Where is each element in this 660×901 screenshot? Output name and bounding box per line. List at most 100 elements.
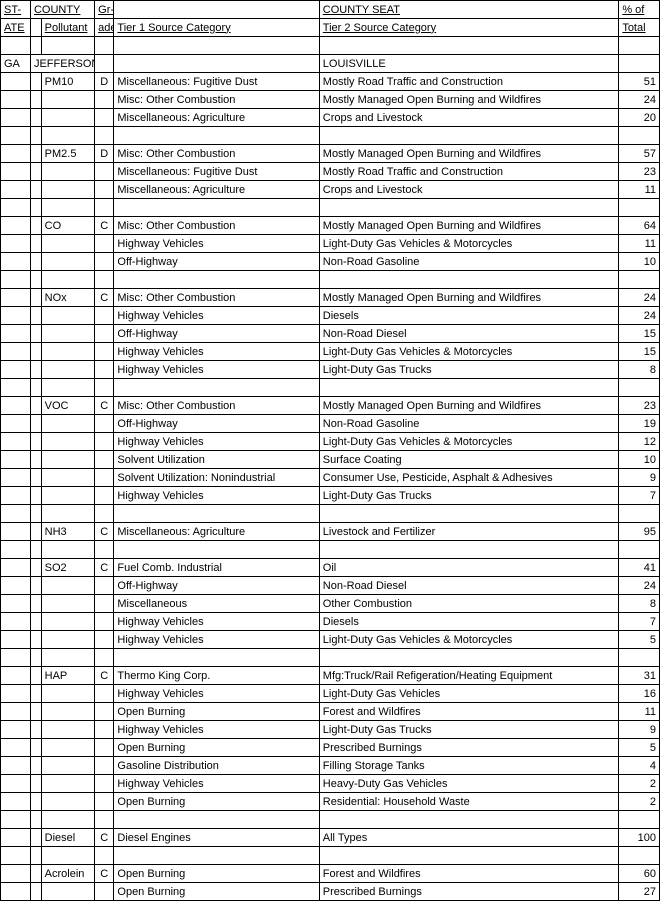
cell-pct: 24 xyxy=(619,307,660,325)
cell-pct: 23 xyxy=(619,163,660,181)
cell-pct: 9 xyxy=(619,721,660,739)
table-row xyxy=(1,541,660,559)
cell-tier2: Forest and Wildfires xyxy=(319,703,619,721)
table-row: Highway VehiclesLight-Duty Gas Vehicles … xyxy=(1,235,660,253)
cell-pct: 64 xyxy=(619,217,660,235)
cell-tier2: Non-Road Gasoline xyxy=(319,415,619,433)
cell-tier2: Mostly Road Traffic and Construction xyxy=(319,163,619,181)
cell-tier1: Thermo King Corp. xyxy=(114,667,319,685)
table-row xyxy=(1,811,660,829)
hdr-pct2: Total xyxy=(619,19,660,37)
cell-tier1: Off-Highway xyxy=(114,325,319,343)
table-row xyxy=(1,379,660,397)
cell-pct: 10 xyxy=(619,451,660,469)
cell-tier1: Highway Vehicles xyxy=(114,235,319,253)
cell-tier1: Fuel Comb. Industrial xyxy=(114,559,319,577)
table-row xyxy=(1,37,660,55)
cell-tier1: Misc: Other Combustion xyxy=(114,91,319,109)
cell-tier2: Crops and Livestock xyxy=(319,109,619,127)
cell-grade: C xyxy=(95,829,114,847)
cell-pct: 7 xyxy=(619,487,660,505)
cell-tier1: Miscellaneous: Agriculture xyxy=(114,523,319,541)
cell-grade: C xyxy=(95,559,114,577)
cell-tier2: Forest and Wildfires xyxy=(319,865,619,883)
table-row: SO2CFuel Comb. IndustrialOil41 xyxy=(1,559,660,577)
cell-pct: 11 xyxy=(619,703,660,721)
cell-tier2: Non-Road Diesel xyxy=(319,325,619,343)
cell-tier2: Light-Duty Gas Vehicles & Motorcycles xyxy=(319,343,619,361)
table-row: Miscellaneous: Fugitive DustMostly Road … xyxy=(1,163,660,181)
cell-tier1: Highway Vehicles xyxy=(114,307,319,325)
cell-pct: 7 xyxy=(619,613,660,631)
cell-tier1: Highway Vehicles xyxy=(114,433,319,451)
table-row: Misc: Other CombustionMostly Managed Ope… xyxy=(1,91,660,109)
cell-tier1: Open Burning xyxy=(114,865,319,883)
cell-tier1: Off-Highway xyxy=(114,577,319,595)
cell-pct: 24 xyxy=(619,577,660,595)
cell-tier2: Light-Duty Gas Trucks xyxy=(319,361,619,379)
cell-pct: 51 xyxy=(619,73,660,91)
cell-tier1: Off-Highway xyxy=(114,415,319,433)
cell-pct: 41 xyxy=(619,559,660,577)
cell-grade: C xyxy=(95,667,114,685)
cell-tier2: Light-Duty Gas Vehicles & Motorcycles xyxy=(319,631,619,649)
table-row: Off-HighwayNon-Road Gasoline10 xyxy=(1,253,660,271)
hdr-pct: % of xyxy=(619,1,660,19)
table-row: Highway VehiclesLight-Duty Gas Trucks8 xyxy=(1,361,660,379)
cell-pct: 24 xyxy=(619,91,660,109)
cell-pct: 11 xyxy=(619,235,660,253)
table-row xyxy=(1,199,660,217)
cell-grade: C xyxy=(95,289,114,307)
hdr-pollutant: Pollutant xyxy=(41,19,95,37)
cell-tier2: Non-Road Gasoline xyxy=(319,253,619,271)
hdr-state2: ATE xyxy=(1,19,31,37)
table-row: AcroleinCOpen BurningForest and Wildfire… xyxy=(1,865,660,883)
table-row: Solvent UtilizationSurface Coating10 xyxy=(1,451,660,469)
table-row xyxy=(1,847,660,865)
cell-tier1: Miscellaneous: Agriculture xyxy=(114,181,319,199)
cell-tier2: Light-Duty Gas Vehicles & Motorcycles xyxy=(319,235,619,253)
cell-pct: 2 xyxy=(619,793,660,811)
table-row xyxy=(1,505,660,523)
cell-tier1: Off-Highway xyxy=(114,253,319,271)
table-row: Miscellaneous: AgricultureCrops and Live… xyxy=(1,181,660,199)
cell-pct: 23 xyxy=(619,397,660,415)
cell-tier2: Mfg:Truck/Rail Refigeration/Heating Equi… xyxy=(319,667,619,685)
table-row: Highway VehiclesLight-Duty Gas Vehicles … xyxy=(1,433,660,451)
cell-tier2: Light-Duty Gas Trucks xyxy=(319,721,619,739)
cell-tier1: Highway Vehicles xyxy=(114,631,319,649)
cell-tier1: Highway Vehicles xyxy=(114,361,319,379)
cell-tier1: Misc: Other Combustion xyxy=(114,217,319,235)
cell-pct: 10 xyxy=(619,253,660,271)
cell-grade: C xyxy=(95,865,114,883)
table-row: PM2.5DMisc: Other CombustionMostly Manag… xyxy=(1,145,660,163)
cell-county: JEFFERSON xyxy=(30,55,94,73)
table-row: Off-HighwayNon-Road Gasoline19 xyxy=(1,415,660,433)
table-row: Open BurningPrescribed Burnings27 xyxy=(1,883,660,901)
cell-pollutant: NOx xyxy=(41,289,95,307)
cell-tier2: Light-Duty Gas Vehicles xyxy=(319,685,619,703)
table-row: HAPCThermo King Corp.Mfg:Truck/Rail Refi… xyxy=(1,667,660,685)
cell-tier2: Surface Coating xyxy=(319,451,619,469)
cell-tier2: Mostly Road Traffic and Construction xyxy=(319,73,619,91)
cell-tier2: Heavy-Duty Gas Vehicles xyxy=(319,775,619,793)
cell-pollutant: PM2.5 xyxy=(41,145,95,163)
cell-grade: D xyxy=(95,145,114,163)
cell-tier2: Crops and Livestock xyxy=(319,181,619,199)
table-row: COCMisc: Other CombustionMostly Managed … xyxy=(1,217,660,235)
table-row: DieselCDiesel EnginesAll Types100 xyxy=(1,829,660,847)
table-row: Highway VehiclesLight-Duty Gas Vehicles … xyxy=(1,631,660,649)
cell-pollutant: SO2 xyxy=(41,559,95,577)
table-row xyxy=(1,649,660,667)
cell-tier1: Highway Vehicles xyxy=(114,685,319,703)
table-row: Open BurningResidential: Household Waste… xyxy=(1,793,660,811)
cell-pollutant: NH3 xyxy=(41,523,95,541)
cell-tier2: Light-Duty Gas Trucks xyxy=(319,487,619,505)
cell-pct: 5 xyxy=(619,631,660,649)
table-row: Off-HighwayNon-Road Diesel24 xyxy=(1,577,660,595)
cell-tier1: Highway Vehicles xyxy=(114,613,319,631)
table-row: Highway VehiclesDiesels7 xyxy=(1,613,660,631)
cell-tier1: Diesel Engines xyxy=(114,829,319,847)
cell-grade: D xyxy=(95,73,114,91)
cell-tier2: Mostly Managed Open Burning and Wildfire… xyxy=(319,145,619,163)
